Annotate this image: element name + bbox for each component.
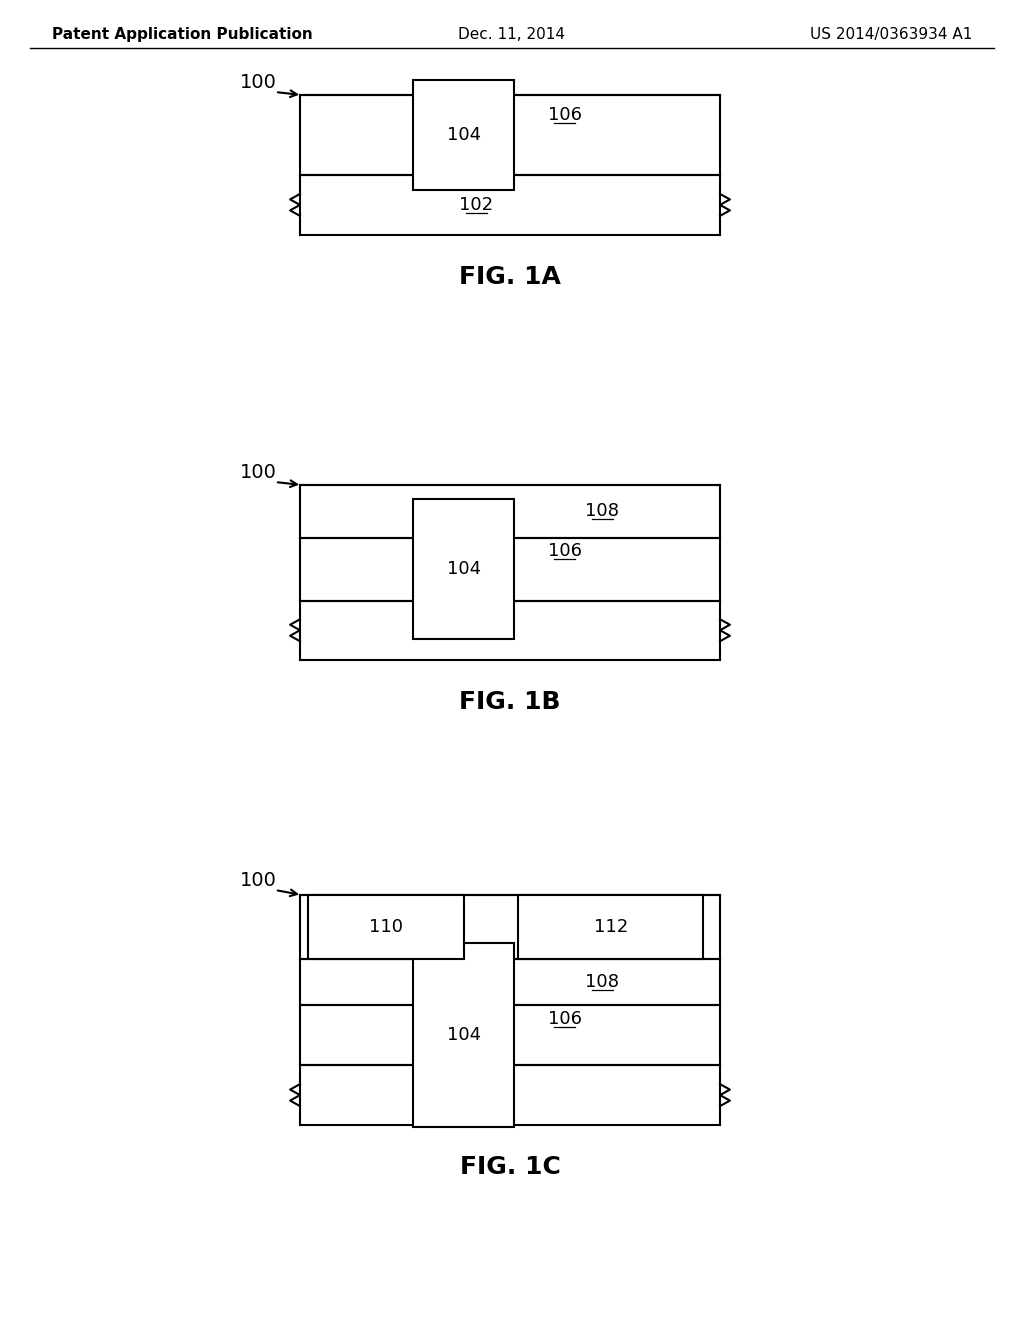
Text: 102: 102 <box>460 1086 494 1104</box>
Text: FIG. 1C: FIG. 1C <box>460 1155 560 1179</box>
Text: 110: 110 <box>369 919 403 936</box>
Text: 102: 102 <box>460 195 494 214</box>
Text: 102: 102 <box>460 622 494 639</box>
Text: 104: 104 <box>446 125 481 144</box>
Text: 108: 108 <box>586 502 620 520</box>
Bar <box>518 895 703 960</box>
Text: 106: 106 <box>548 1010 582 1027</box>
Text: FIG. 1A: FIG. 1A <box>459 265 561 289</box>
Text: 104: 104 <box>446 560 481 578</box>
Bar <box>414 944 514 1127</box>
Bar <box>308 895 464 960</box>
Text: 106: 106 <box>548 543 582 561</box>
Text: 106: 106 <box>548 106 582 124</box>
Text: 100: 100 <box>240 73 276 91</box>
Text: 108: 108 <box>586 973 620 991</box>
Text: FIG. 1B: FIG. 1B <box>459 690 561 714</box>
Text: Patent Application Publication: Patent Application Publication <box>52 26 312 42</box>
Bar <box>414 499 514 639</box>
Text: 100: 100 <box>240 462 276 482</box>
Text: 112: 112 <box>594 919 628 936</box>
Text: Dec. 11, 2014: Dec. 11, 2014 <box>459 26 565 42</box>
Text: US 2014/0363934 A1: US 2014/0363934 A1 <box>810 26 972 42</box>
Text: 100: 100 <box>240 870 276 890</box>
Bar <box>414 81 514 190</box>
Text: 104: 104 <box>446 1027 481 1044</box>
